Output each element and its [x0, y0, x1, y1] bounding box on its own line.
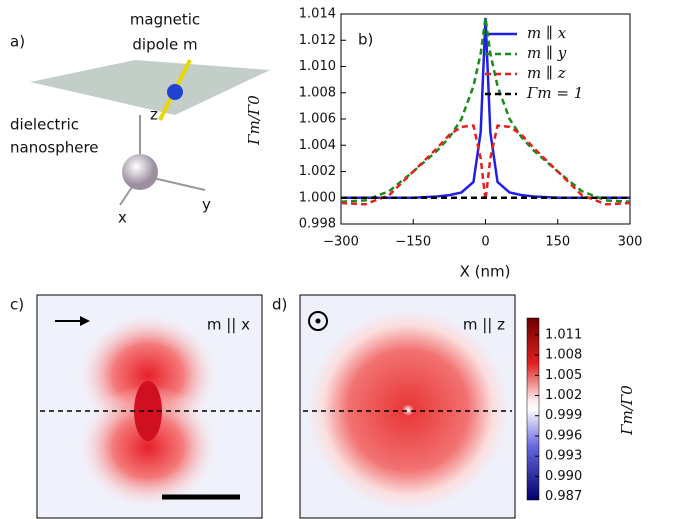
x-axis-label: X (nm) — [460, 263, 511, 281]
panel-label: b) — [358, 31, 373, 49]
legend-label: Γm = 1 — [526, 84, 583, 102]
y-tick-label: 1.000 — [299, 190, 336, 205]
y-tick-label: 1.010 — [299, 59, 336, 74]
y-axis-label: Γm/Γ0 — [245, 95, 263, 146]
y-tick-label: 1.004 — [299, 138, 336, 153]
series-line — [340, 124, 631, 206]
colorbar-tick-label: 0.990 — [545, 469, 582, 484]
x-tick-label: 300 — [618, 235, 643, 250]
series-line — [341, 17, 630, 199]
nanosphere — [122, 154, 158, 190]
map-ring — [308, 310, 508, 510]
out-of-plane-symbol — [308, 311, 328, 331]
x-tick-label: 150 — [545, 235, 570, 250]
y-tick-label: 1.012 — [299, 33, 336, 48]
colorbar-label: Γm/Γ0 — [618, 385, 636, 436]
dipole-label: magnetic — [130, 11, 200, 29]
panel-label: d) — [272, 296, 287, 314]
panel-label: c) — [10, 296, 24, 314]
x-tick-label: −150 — [395, 235, 431, 250]
colorbar-tick-label: 1.011 — [545, 327, 582, 342]
axis-label: x — [118, 209, 127, 227]
sphere-label: dielectric — [10, 116, 79, 134]
map-title: m || x — [207, 316, 250, 334]
panel-a: a) magnetic dipole m z dielectric nanosp… — [10, 11, 270, 227]
dipole — [167, 84, 183, 100]
arrow-head — [80, 316, 90, 326]
y-tick-label: 1.008 — [299, 85, 336, 100]
colorbar-tick-label: 0.999 — [545, 408, 582, 423]
y-tick-label: 1.002 — [299, 164, 336, 179]
legend-label: m ∥ z — [527, 64, 566, 82]
colorbar-tick-label: 0.987 — [545, 489, 582, 504]
sphere-label: nanosphere — [10, 139, 99, 157]
axis-label: z — [150, 106, 158, 124]
panel-d: d) m || z — [272, 294, 516, 519]
x-tick-label: 0 — [481, 235, 489, 250]
out-of-plane-symbol — [315, 318, 321, 324]
colorbar-tick-label: 1.008 — [545, 348, 582, 363]
legend-label: m ∥ y — [527, 44, 567, 62]
colorbar — [526, 317, 540, 501]
legend-label: m ∥ x — [527, 24, 567, 42]
panel-label: a) — [10, 33, 25, 51]
y-tick-label: 1.006 — [299, 112, 336, 127]
map-title: m || z — [463, 316, 505, 334]
panel-c: c) m || x — [10, 294, 263, 519]
map-lobe — [78, 385, 218, 509]
plane — [30, 60, 270, 115]
colorbar-tick-label: 0.996 — [545, 428, 582, 443]
colorbar-tick-label: 1.005 — [545, 368, 582, 383]
axis-label: y — [202, 196, 211, 214]
colorbar-tick-label: 0.993 — [545, 449, 582, 464]
dipole-label: dipole m — [132, 36, 197, 54]
y-tick-label: 0.998 — [299, 217, 336, 232]
y-tick-label: 1.014 — [299, 7, 336, 22]
x-tick-label: −300 — [323, 235, 359, 250]
colorbar-tick-label: 1.002 — [545, 388, 582, 403]
